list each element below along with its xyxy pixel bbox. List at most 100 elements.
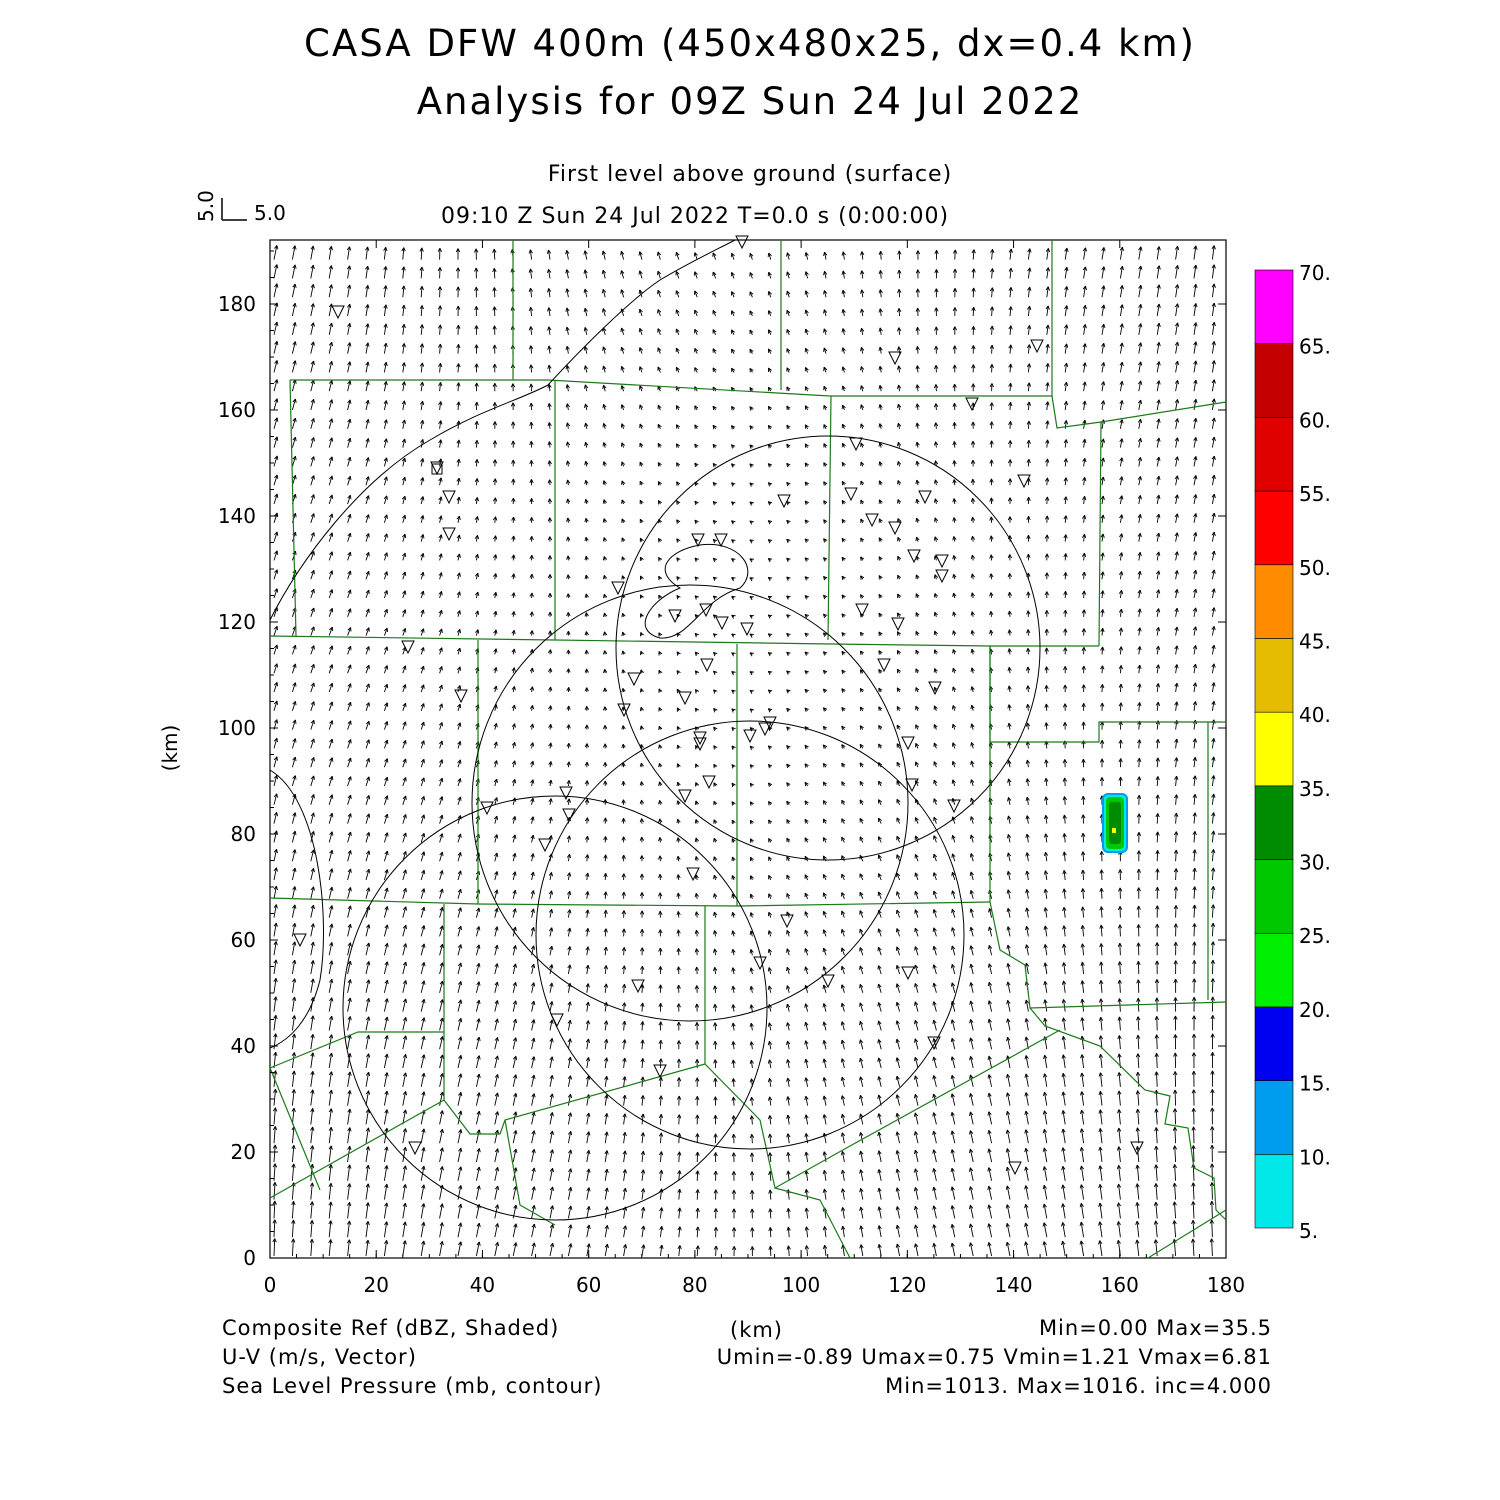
radar-site-icon [653,1064,667,1079]
x-tick-label: 60 [576,1273,601,1297]
vector-scale-y-label: 5.0 [194,190,218,222]
colorbar-swatch [1254,638,1294,713]
x-tick-label: 20 [363,1273,388,1297]
radar-site-icon [631,979,645,994]
radar-site-icon [686,867,700,882]
radar-site-icon [702,775,716,790]
radar-site-icon [401,640,415,655]
reflectivity-cell [1102,793,1128,853]
x-tick-label: 40 [470,1273,495,1297]
colorbar-label: 30. [1299,851,1331,875]
colorbar-swatch [1254,859,1294,934]
footer-center-unit: (km) [730,1318,784,1342]
radar-site-icon [821,974,835,989]
radar-site-icon [611,581,625,596]
radar-site-icon [627,672,641,687]
radar-site-icon [699,603,713,618]
radar-site-icon [735,235,749,250]
radar-site-icon [758,722,772,737]
colorbar-swatch [1254,269,1294,344]
colorbar-swatch [1254,785,1294,860]
level-label: First level above ground (surface) [547,162,953,187]
footer-left-1: Composite Ref (dBZ, Shaded) [222,1316,560,1340]
colorbar-label: 35. [1299,777,1331,801]
radar-site-icon [693,737,707,752]
radar-site-icon [550,1013,564,1028]
radar-site-icon [1017,474,1031,489]
x-tick-label: 140 [994,1273,1032,1297]
y-tick-label: 0 [243,1246,256,1270]
x-tick-label: 180 [1207,1273,1245,1297]
radar-site-icon [678,691,692,706]
colorbar-swatch [1254,1080,1294,1155]
radar-site-icon [780,914,794,929]
colorbar-label: 70. [1299,261,1331,285]
radar-site-icon [293,933,307,948]
colorbar-label: 20. [1299,998,1331,1022]
y-tick-label: 20 [231,1140,256,1164]
radar-site-icon [928,681,942,696]
colorbar-label: 55. [1299,482,1331,506]
y-tick-label: 100 [218,716,256,740]
radar-site-icon [844,487,858,502]
colorbar-swatch [1254,932,1294,1008]
radar-site-icon [617,703,631,718]
radar-site-icon [691,533,705,548]
colorbar-swatch [1254,490,1294,566]
radar-site-icon [743,729,757,744]
radar-site-icon [907,549,921,564]
footer-left-3: Sea Level Pressure (mb, contour) [222,1374,603,1398]
chart-title-line1: CASA DFW 400m (450x480x25, dx=0.4 km) [304,22,1196,65]
radar-site-icon [668,609,682,624]
x-tick-label: 80 [682,1273,707,1297]
y-axis-unit: (km) [158,725,182,772]
radar-site-icon [442,527,456,542]
radar-site-icon [918,490,932,505]
footer-right-3: Min=1013. Max=1016. inc=4.000 [885,1374,1272,1398]
valid-time-label: 09:10 Z Sun 24 Jul 2022 T=0.0 s (0:00:00… [441,204,950,229]
radar-site-icon [331,305,345,320]
y-tick-label: 160 [218,398,256,422]
radar-site-icon [905,778,919,793]
radar-site-icon [700,658,714,673]
footer-right-2: Umin=-0.89 Umax=0.75 Vmin=1.21 Vmax=6.81 [716,1345,1272,1369]
radar-site-icon [935,554,949,569]
radar-site-icon [562,808,576,823]
vector-scale-x-label: 5.0 [254,201,286,225]
colorbar-swatch [1254,1006,1294,1081]
radar-site-icon [1008,1161,1022,1176]
radar-site-icon [753,956,767,971]
colorbar-label: 25. [1299,924,1331,948]
plot-frame [269,239,1227,1259]
colorbar-label: 40. [1299,703,1331,727]
radar-site-icon [901,736,915,751]
radar-site-icon [877,658,891,673]
radar-site-icon [777,494,791,509]
radar-site-icon [888,521,902,536]
radar-site-icon [901,966,915,981]
x-tick-label: 0 [264,1273,277,1297]
radar-site-icon [865,513,879,528]
vector-scale-key: 5.0 5.0 [194,190,286,225]
colorbar-label: 50. [1299,556,1331,580]
colorbar-label: 15. [1299,1072,1331,1096]
pressure-contours [269,239,1041,1221]
colorbar-label: 10. [1299,1145,1331,1169]
radar-site-icon [538,838,552,853]
colorbar: 5. 10. 15. 20. 25. 30. 35. 40. 45. 50. 55. 60. 65. 70… [1254,261,1331,1243]
radar-site-icon [1030,339,1044,354]
radar-site-icon [715,616,729,631]
radar-site-icon [408,1141,422,1156]
y-tick-label: 60 [231,928,256,952]
y-tick-label: 180 [218,292,256,316]
colorbar-swatch [1254,417,1294,492]
radar-site-icon [927,1036,941,1051]
y-tick-label: 120 [218,610,256,634]
x-tick-label: 160 [1101,1273,1139,1297]
radar-site-icon [678,789,692,804]
radar-site-icon [855,603,869,618]
colorbar-swatch [1254,564,1294,639]
radar-site-icon [849,437,863,452]
radar-site-icon [559,786,573,801]
